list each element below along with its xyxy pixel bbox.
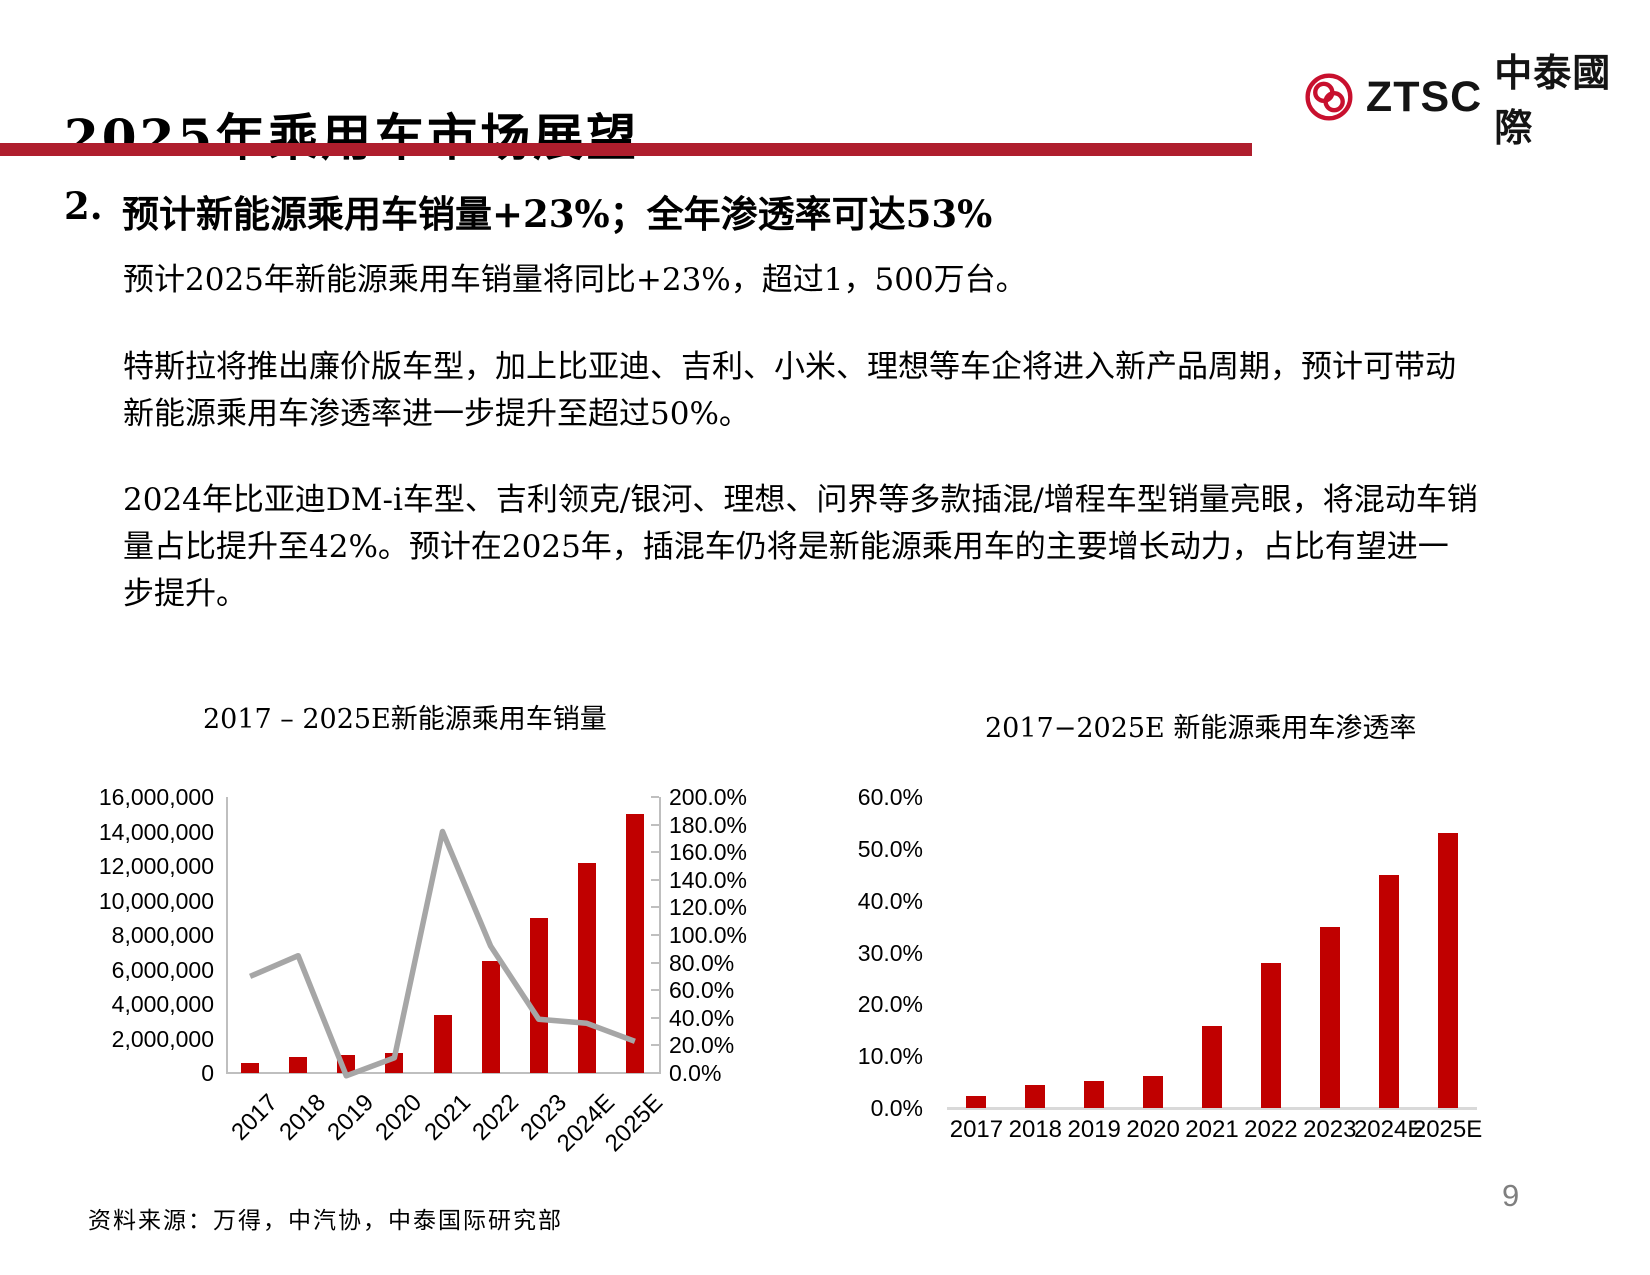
paragraph-sales-forecast: 预计2025年新能源乘用车销量将同比+23%，超过1，500万台。: [123, 262, 1027, 298]
logo-ticker: ZTSC: [1365, 72, 1483, 121]
left-axis-tick-label: 10,000,000: [98, 887, 214, 914]
right-axis-tick-label: 0.0%: [669, 1060, 722, 1086]
company-logo: ZTSC 中泰國際: [1304, 51, 1650, 150]
right-axis-tick-label: 80.0%: [669, 949, 735, 976]
page-number: 9: [1502, 1178, 1520, 1213]
penetration-bar: [1084, 1081, 1105, 1108]
x-axis-label: 2019: [322, 1089, 380, 1146]
title-divider: [0, 143, 1252, 156]
right-axis-tick: [651, 796, 659, 798]
left-axis-tick-label: 16,000,000: [98, 784, 214, 810]
x-axis-label: 2018: [1008, 1116, 1063, 1143]
x-axis-label: 2023: [1303, 1116, 1357, 1143]
right-axis-tick-label: 120.0%: [669, 894, 748, 921]
left-axis-tick-label: 0: [201, 1060, 214, 1086]
right-axis-tick: [651, 989, 659, 992]
x-axis-line: [226, 1072, 661, 1074]
y-axis-tick-label: 20.0%: [857, 991, 923, 1018]
right-axis-tick-label: 180.0%: [669, 811, 748, 838]
sales-bar: [481, 960, 500, 1073]
x-axis-label: 2024E: [1353, 1116, 1424, 1143]
x-axis-label: 2022: [466, 1089, 524, 1146]
y-axis-tick-label: 60.0%: [857, 784, 923, 810]
left-axis-tick-label: 12,000,000: [98, 853, 214, 879]
paragraph-penetration-drivers: 特斯拉将推出廉价版车型，加上比亚迪、吉利、小米、理想等车企将进入新产品周期，预计…: [123, 349, 1456, 432]
right-axis-tick: [651, 1072, 659, 1074]
section-heading: 预计新能源乘用车销量+23%；全年渗透率可达53%: [122, 192, 993, 236]
sales-bar: [529, 917, 548, 1073]
right-axis-tick-label: 100.0%: [669, 922, 748, 948]
y-axis-tick-label: 10.0%: [857, 1043, 923, 1070]
penetration-bar: [1260, 962, 1281, 1108]
right-axis-tick-label: 40.0%: [669, 1004, 735, 1031]
left-axis-tick-label: 14,000,000: [98, 818, 214, 845]
right-axis-tick-label: 160.0%: [669, 839, 748, 866]
yoy-growth-line: [249, 828, 636, 1079]
left-axis-tick-label: 2,000,000: [111, 1025, 214, 1052]
right-axis-tick: [651, 878, 659, 881]
x-axis-label: 2020: [370, 1089, 428, 1146]
right-axis-tick: [651, 823, 659, 826]
x-axis-label: 2018: [274, 1089, 332, 1146]
penetration-bar: [1378, 874, 1399, 1108]
penetration-bar: [1202, 1026, 1222, 1108]
sales-bar: [241, 1062, 260, 1073]
right-axis-tick-label: 200.0%: [669, 784, 748, 810]
logo-icon: [1305, 73, 1353, 121]
sales-bar: [625, 814, 644, 1073]
x-axis-label: 2021: [418, 1089, 476, 1146]
x-axis-label: 2022: [1244, 1116, 1298, 1143]
right-axis-tick: [651, 851, 659, 854]
x-axis-line: [947, 1107, 1477, 1110]
right-axis-tick: [651, 961, 659, 964]
paragraph-phev-growth: 2024年比亚迪DM-i车型、吉利领克/银河、理想、问界等多款插混/增程车型销量…: [123, 482, 1478, 612]
y-axis-tick-label: 0.0%: [870, 1095, 923, 1121]
left-axis-tick-label: 6,000,000: [111, 956, 214, 983]
penetration-bar: [1437, 833, 1458, 1108]
penetration-bar: [1319, 926, 1340, 1108]
y-axis-tick-label: 50.0%: [857, 835, 923, 862]
penetration-bar: [1025, 1085, 1046, 1108]
logo-name: 中泰國際: [1494, 51, 1612, 150]
x-axis-label: 2017: [226, 1089, 284, 1146]
right-axis-tick: [651, 906, 659, 909]
x-axis-label: 2017: [949, 1116, 1004, 1143]
x-axis-label: 2023: [514, 1089, 572, 1146]
x-axis-label: 2025E: [1412, 1116, 1483, 1143]
source-note: 资料来源：万得，中汽协，中泰国际研究部: [88, 1208, 563, 1234]
penetration-bar: [1143, 1075, 1164, 1108]
penetration-bar: [966, 1095, 987, 1108]
right-axis-tick: [651, 1044, 659, 1047]
sales-bar: [577, 863, 596, 1073]
right-axis-tick-label: 20.0%: [669, 1032, 735, 1059]
left-axis-tick-label: 4,000,000: [111, 991, 214, 1017]
right-axis-line: [659, 797, 661, 1073]
x-axis-label: 2024E: [551, 1089, 620, 1158]
sales-bar: [385, 1052, 404, 1073]
sales-bar: [337, 1054, 356, 1073]
section-number: 2.: [64, 184, 103, 228]
page-title: 2025年乘用车市场展望: [64, 107, 640, 167]
right-axis-tick-label: 140.0%: [669, 866, 748, 893]
y-axis-tick-label: 40.0%: [857, 887, 923, 914]
right-axis-tick: [651, 1016, 659, 1019]
left-axis-line: [226, 797, 228, 1073]
sales-bar: [433, 1015, 452, 1073]
sales-bar: [289, 1056, 308, 1073]
x-axis-label: 2025E: [599, 1089, 669, 1158]
penetration-chart-title: 2017−2025E 新能源乘用车渗透率: [985, 713, 1417, 744]
x-axis-label: 2019: [1067, 1116, 1121, 1143]
x-axis-label: 2020: [1126, 1116, 1180, 1143]
left-axis-tick-label: 8,000,000: [111, 922, 214, 948]
sales-chart-title: 2017 – 2025E新能源乘用车销量: [203, 704, 607, 735]
x-axis-label: 2021: [1185, 1116, 1239, 1143]
y-axis-tick-label: 30.0%: [857, 939, 923, 966]
right-axis-tick-label: 60.0%: [669, 977, 735, 1004]
right-axis-tick: [651, 934, 659, 936]
